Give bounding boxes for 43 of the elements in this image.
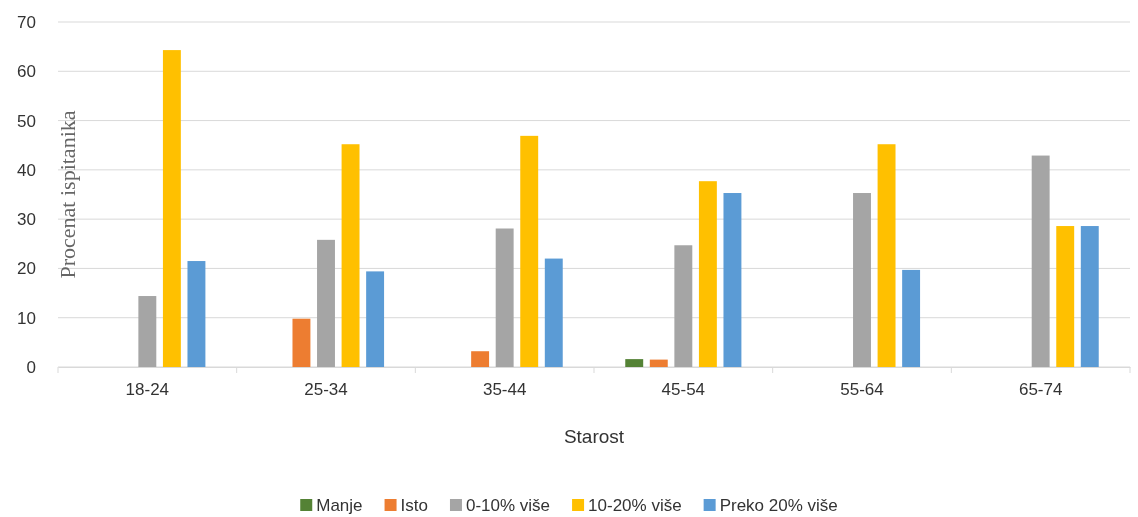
- x-tick-label: 35-44: [482, 380, 527, 400]
- bar: [495, 228, 514, 367]
- bar: [341, 144, 360, 367]
- bar: [698, 181, 717, 367]
- legend-label: Isto: [400, 496, 428, 515]
- y-tick-label: 0: [26, 357, 36, 377]
- bar: [1056, 226, 1075, 367]
- bar: [853, 193, 871, 367]
- bar: [877, 144, 896, 367]
- y-tick-label: 60: [17, 62, 36, 82]
- x-axis-title: Starost: [563, 426, 625, 447]
- bar: [317, 239, 335, 367]
- y-axis-title: Procenat ispitanika: [55, 110, 80, 279]
- y-tick-label: 50: [17, 111, 36, 131]
- bar: [138, 296, 157, 367]
- x-tick-label: 25-34: [304, 380, 348, 400]
- bar: [902, 269, 921, 367]
- bar: [366, 271, 385, 367]
- y-tick-label: 10: [17, 308, 36, 328]
- x-tick-label: 65-74: [1018, 380, 1063, 400]
- bar: [1080, 226, 1099, 367]
- bar: [649, 359, 668, 367]
- bar: [1031, 155, 1050, 367]
- legend-label: 10-20% više: [588, 496, 682, 515]
- bar: [471, 351, 490, 367]
- x-tick-label: 45-54: [661, 380, 706, 400]
- x-tick-label: 55-64: [840, 380, 884, 400]
- legend-label: 0-10% više: [465, 496, 551, 515]
- y-tick-label: 20: [17, 259, 36, 279]
- bar: [162, 50, 181, 367]
- bar: [625, 359, 644, 367]
- bar: [292, 318, 311, 367]
- legend-label: Manje: [316, 496, 363, 515]
- bar: [520, 135, 539, 367]
- y-tick-label: 30: [17, 210, 36, 230]
- x-tick-label: 18-24: [125, 380, 170, 400]
- y-tick-label: 70: [17, 12, 36, 32]
- bar: [544, 258, 563, 367]
- bar: [723, 193, 742, 367]
- y-tick-label: 40: [17, 160, 36, 180]
- bar: [187, 261, 206, 367]
- legend-label: Preko 20% više: [719, 496, 838, 515]
- bar: [674, 245, 693, 367]
